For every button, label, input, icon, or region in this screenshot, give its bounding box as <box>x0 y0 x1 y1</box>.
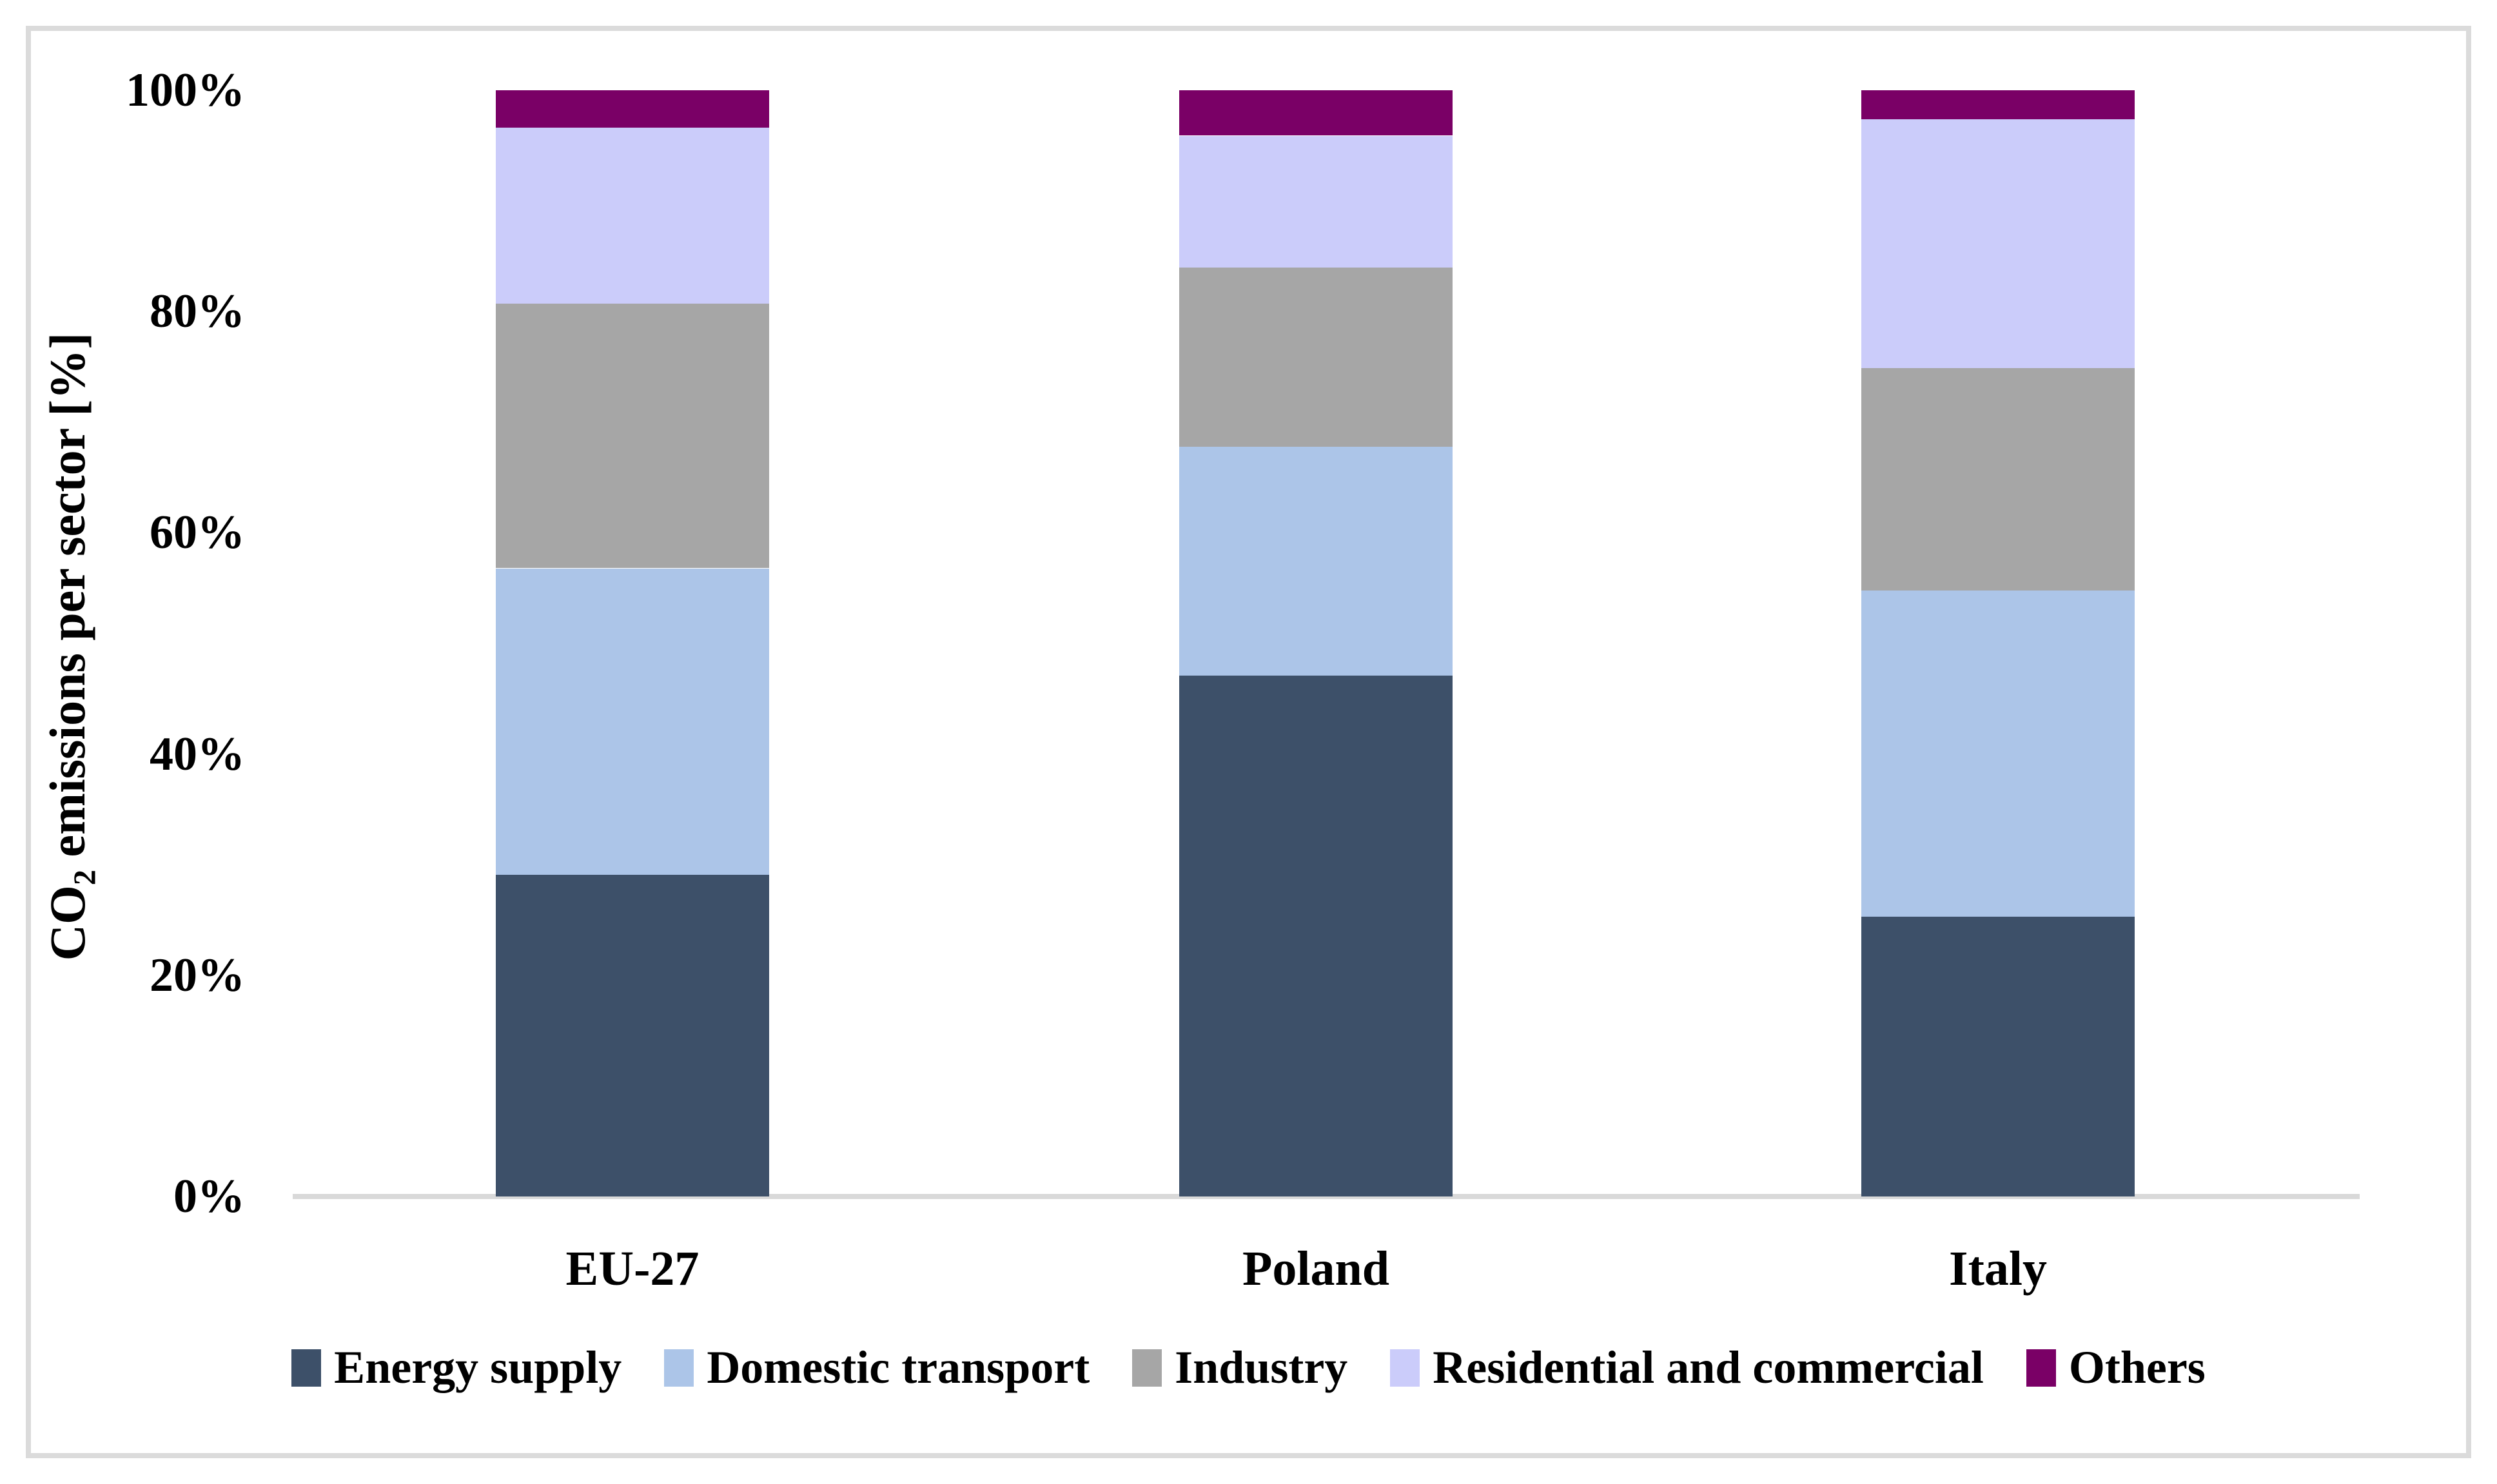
bar-segment-domestic-transport <box>1179 447 1453 676</box>
y-tick-label: 60% <box>150 506 245 560</box>
plot-area <box>293 90 2360 1199</box>
y-tick-label: 80% <box>150 285 245 338</box>
bar-segment-others <box>1179 90 1453 135</box>
legend-label: Residential and commercial <box>1433 1342 1984 1393</box>
legend-label: Industry <box>1175 1342 1348 1393</box>
bar-segment-residential-and-commercial <box>496 128 769 304</box>
chart-legend: Energy supply Domestic transport Industry R… <box>0 1341 2497 1394</box>
legend-swatch-icon <box>1132 1349 1162 1387</box>
legend-item-domestic-transport: Domestic transport <box>664 1341 1090 1394</box>
y-tick-label: 0% <box>173 1170 245 1223</box>
legend-label: Energy supply <box>334 1342 622 1393</box>
legend-label: Domestic transport <box>707 1342 1090 1393</box>
bar-segment-residential-and-commercial <box>1861 119 2135 368</box>
bar-segment-industry <box>1861 368 2135 591</box>
bar-segment-industry <box>1179 268 1453 447</box>
bar-eu-27 <box>496 90 769 1196</box>
legend-label: Others <box>2068 1342 2206 1393</box>
legend-swatch-icon <box>2026 1349 2056 1387</box>
x-category-label-poland: Poland <box>1242 1242 1390 1296</box>
legend-swatch-icon <box>664 1349 694 1387</box>
bar-segment-others <box>496 90 769 128</box>
x-category-label-italy: Italy <box>1949 1242 2047 1296</box>
legend-swatch-icon <box>291 1349 322 1387</box>
bar-segment-energy-supply <box>496 875 769 1196</box>
y-axis-title-subscript: 2 <box>68 870 103 886</box>
bar-segment-domestic-transport <box>1861 591 2135 917</box>
bar-segment-industry <box>496 304 769 568</box>
bar-segment-energy-supply <box>1861 917 2135 1196</box>
bar-segment-energy-supply <box>1179 676 1453 1196</box>
legend-item-others: Others <box>2026 1341 2206 1394</box>
bar-italy <box>1861 90 2135 1196</box>
y-tick-label: 100% <box>126 64 245 117</box>
legend-swatch-icon <box>1390 1349 1420 1387</box>
x-axis-line <box>293 1194 2360 1199</box>
y-tick-label: 20% <box>150 948 245 1002</box>
y-axis-title: CO2 emissions per sector [%] <box>39 93 103 1200</box>
x-category-label-eu-27: EU-27 <box>565 1242 700 1296</box>
legend-item-energy-supply: Energy supply <box>291 1341 622 1394</box>
bar-segment-domestic-transport <box>496 569 769 875</box>
bar-segment-others <box>1861 90 2135 119</box>
legend-item-industry: Industry <box>1132 1341 1347 1394</box>
y-tick-label: 40% <box>150 727 245 781</box>
y-axis-title-suffix: emissions per sector [%] <box>39 332 95 870</box>
legend-item-residential-and-commercial: Residential and commercial <box>1390 1341 1984 1394</box>
bar-poland <box>1179 90 1453 1196</box>
bar-segment-residential-and-commercial <box>1179 136 1453 268</box>
